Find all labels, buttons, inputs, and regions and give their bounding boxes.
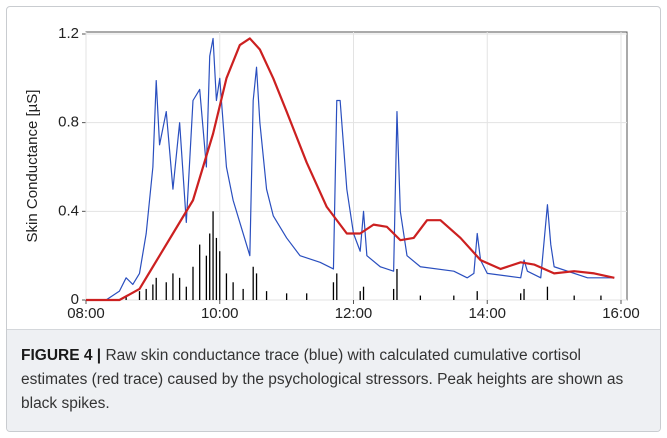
figure: Skin Conductance [µS] 0 0.4 0.8 1.2 08:00 10:… bbox=[6, 6, 661, 432]
caption-label: FIGURE 4 | bbox=[21, 347, 102, 364]
y-tick-label: 1.2 bbox=[58, 25, 79, 42]
series-line bbox=[86, 37, 615, 302]
plot-area bbox=[85, 31, 628, 301]
y-tick-label: 0 bbox=[71, 291, 79, 308]
x-tick-label: 16:00 bbox=[602, 305, 640, 322]
x-tick-label: 12:00 bbox=[335, 305, 373, 322]
x-tick-label: 14:00 bbox=[468, 305, 506, 322]
caption: FIGURE 4 | Raw skin conductance trace (b… bbox=[7, 329, 660, 431]
y-tick-label: 0.8 bbox=[58, 114, 79, 131]
y-tick-label: 0.4 bbox=[58, 202, 79, 219]
x-tick-label: 10:00 bbox=[201, 305, 239, 322]
series-line bbox=[86, 37, 615, 301]
x-tick-label: 08:00 bbox=[67, 305, 105, 322]
chart: Skin Conductance [µS] 0 0.4 0.8 1.2 08:00 10:… bbox=[24, 25, 640, 322]
caption-text: Raw skin conductance trace (blue) with c… bbox=[21, 347, 624, 412]
y-axis-label: Skin Conductance [µS] bbox=[24, 90, 41, 243]
